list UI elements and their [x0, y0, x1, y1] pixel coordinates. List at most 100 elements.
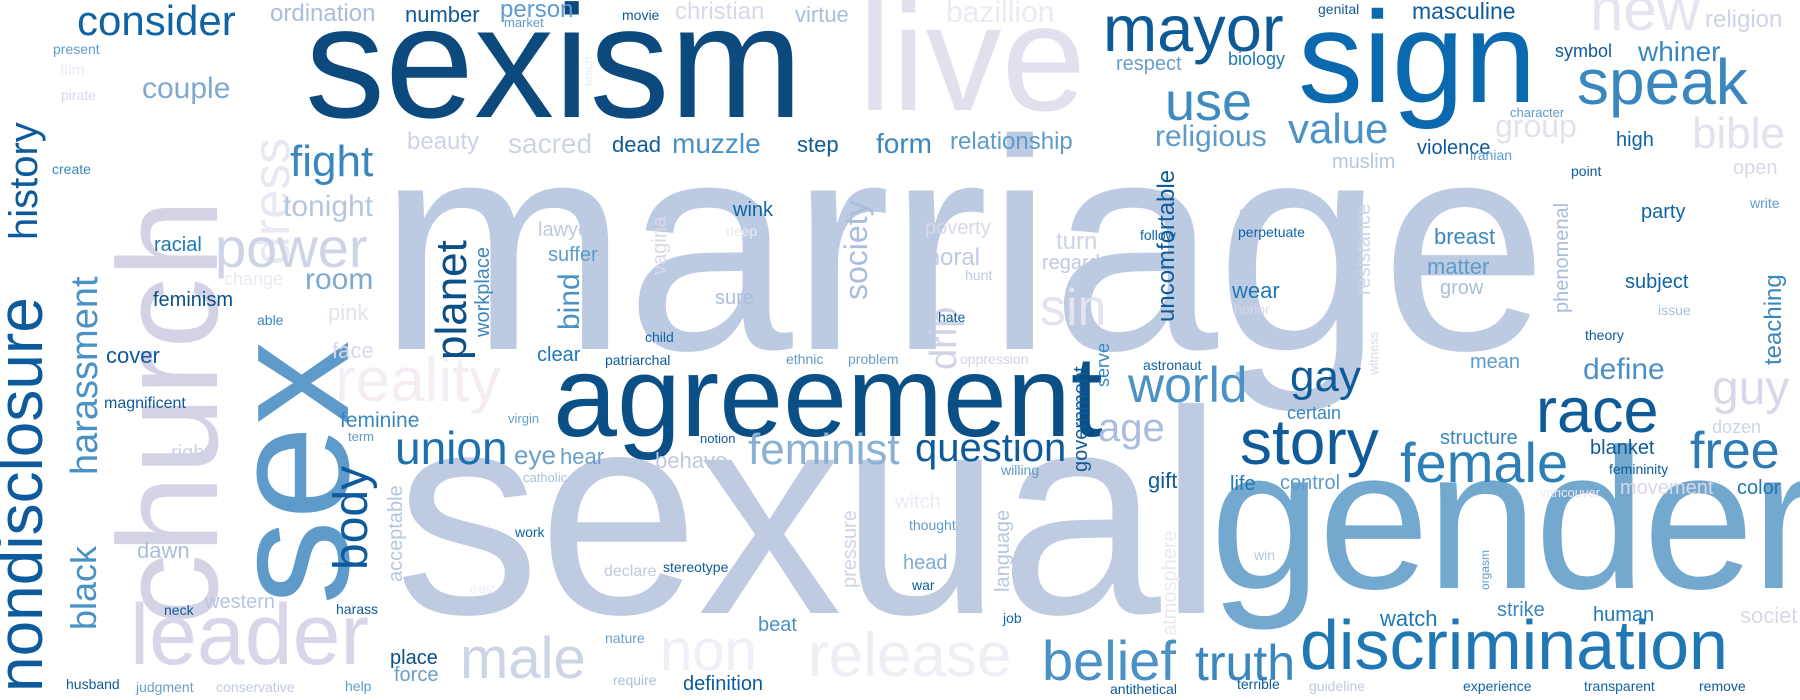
word: group — [1495, 108, 1577, 144]
word: character — [1510, 105, 1565, 120]
word: agreement — [553, 333, 1103, 461]
word: problem — [848, 351, 899, 367]
word: control — [1280, 472, 1341, 494]
word: release — [808, 621, 1012, 690]
word: reality — [335, 346, 501, 415]
word: open — [1733, 157, 1778, 179]
word: gender — [1210, 408, 1800, 631]
word: film — [60, 62, 85, 79]
word: gift — [1148, 468, 1178, 493]
word: head — [903, 552, 948, 574]
word: movement — [1620, 477, 1714, 499]
word: strike — [1497, 599, 1545, 621]
word: life — [1230, 473, 1256, 495]
word: pirate — [61, 87, 97, 103]
word: vancouver — [1540, 485, 1600, 500]
word: nature — [605, 630, 645, 646]
word: story — [1240, 406, 1379, 478]
word: muzzle — [672, 128, 761, 159]
word: dead — [612, 132, 661, 157]
word: leader — [130, 587, 370, 683]
word: perpetuate — [1238, 224, 1305, 240]
word: teaching — [1760, 274, 1787, 365]
word: sure — [715, 287, 754, 309]
word: new — [1590, 0, 1701, 43]
word: movie — [622, 7, 660, 23]
word: create — [52, 161, 91, 177]
word: definition — [683, 673, 764, 695]
word: feminist — [748, 425, 900, 474]
word: muslim — [1332, 151, 1396, 173]
word: pressure — [839, 510, 861, 588]
word: face — [332, 338, 374, 363]
word: virtue — [795, 2, 849, 27]
word: able — [257, 312, 284, 328]
word: present — [53, 41, 100, 57]
word: astronaut — [1143, 357, 1202, 373]
word: age — [1098, 406, 1165, 450]
word: western — [205, 591, 276, 613]
word: hunt — [965, 267, 993, 283]
word: person — [500, 0, 574, 23]
word: husband — [66, 676, 120, 692]
word: relationship — [950, 128, 1073, 155]
word: job — [1003, 610, 1022, 626]
word: breast — [1434, 224, 1496, 249]
word: harassment — [64, 276, 106, 475]
word: conservative — [216, 679, 295, 695]
word: change — [224, 269, 284, 289]
word: genital — [1318, 1, 1360, 17]
word: free — [1690, 422, 1780, 480]
word: marriage — [378, 77, 1548, 413]
word: government — [1070, 366, 1092, 472]
word: point — [1571, 163, 1602, 179]
word: willing — [1001, 462, 1040, 478]
word: race — [1536, 376, 1659, 446]
word: matter — [1427, 254, 1490, 279]
word: number — [405, 2, 480, 27]
word: patriarchal — [605, 352, 671, 368]
word: live — [858, 0, 1087, 143]
word: exist — [470, 582, 495, 596]
word: transparent — [1584, 678, 1655, 694]
word: couple — [142, 72, 231, 105]
word: wink — [733, 199, 774, 221]
word: feminine — [340, 409, 420, 432]
word: vagina — [649, 216, 671, 275]
word: atmosphere — [1159, 530, 1181, 636]
word: virgin — [508, 411, 540, 426]
word: black — [63, 545, 104, 630]
word: feminism — [153, 289, 234, 311]
word: antithetical — [1110, 681, 1177, 697]
word: turn — [1056, 228, 1098, 255]
word: write — [1750, 195, 1780, 211]
word: witness — [1366, 331, 1381, 375]
word: judgment — [136, 679, 194, 695]
word: magnificent — [104, 395, 186, 412]
word: society — [838, 200, 874, 300]
word: terrible — [1237, 676, 1280, 692]
word: work — [515, 524, 545, 540]
word: suffer — [548, 244, 598, 266]
word: eye — [514, 440, 556, 470]
word: beat — [758, 614, 797, 636]
word: serve — [1093, 342, 1113, 387]
word: respect — [1116, 53, 1182, 75]
word: define — [1583, 353, 1665, 386]
word: beauty — [407, 128, 480, 155]
word: theory — [1585, 327, 1624, 343]
word: declare — [604, 563, 657, 580]
word: stereotype — [663, 559, 729, 575]
word: racial — [154, 234, 202, 256]
word: bazillion — [946, 0, 1055, 29]
word: require — [613, 672, 657, 688]
word: remove — [1699, 678, 1746, 694]
word: fight — [290, 137, 374, 186]
word: clear — [537, 344, 581, 366]
word: form — [876, 128, 932, 159]
word: belief — [1042, 629, 1176, 692]
word: hate — [938, 309, 966, 325]
word: biology — [1228, 49, 1286, 69]
word: acceptable — [385, 485, 407, 582]
word: societ — [1740, 603, 1798, 628]
